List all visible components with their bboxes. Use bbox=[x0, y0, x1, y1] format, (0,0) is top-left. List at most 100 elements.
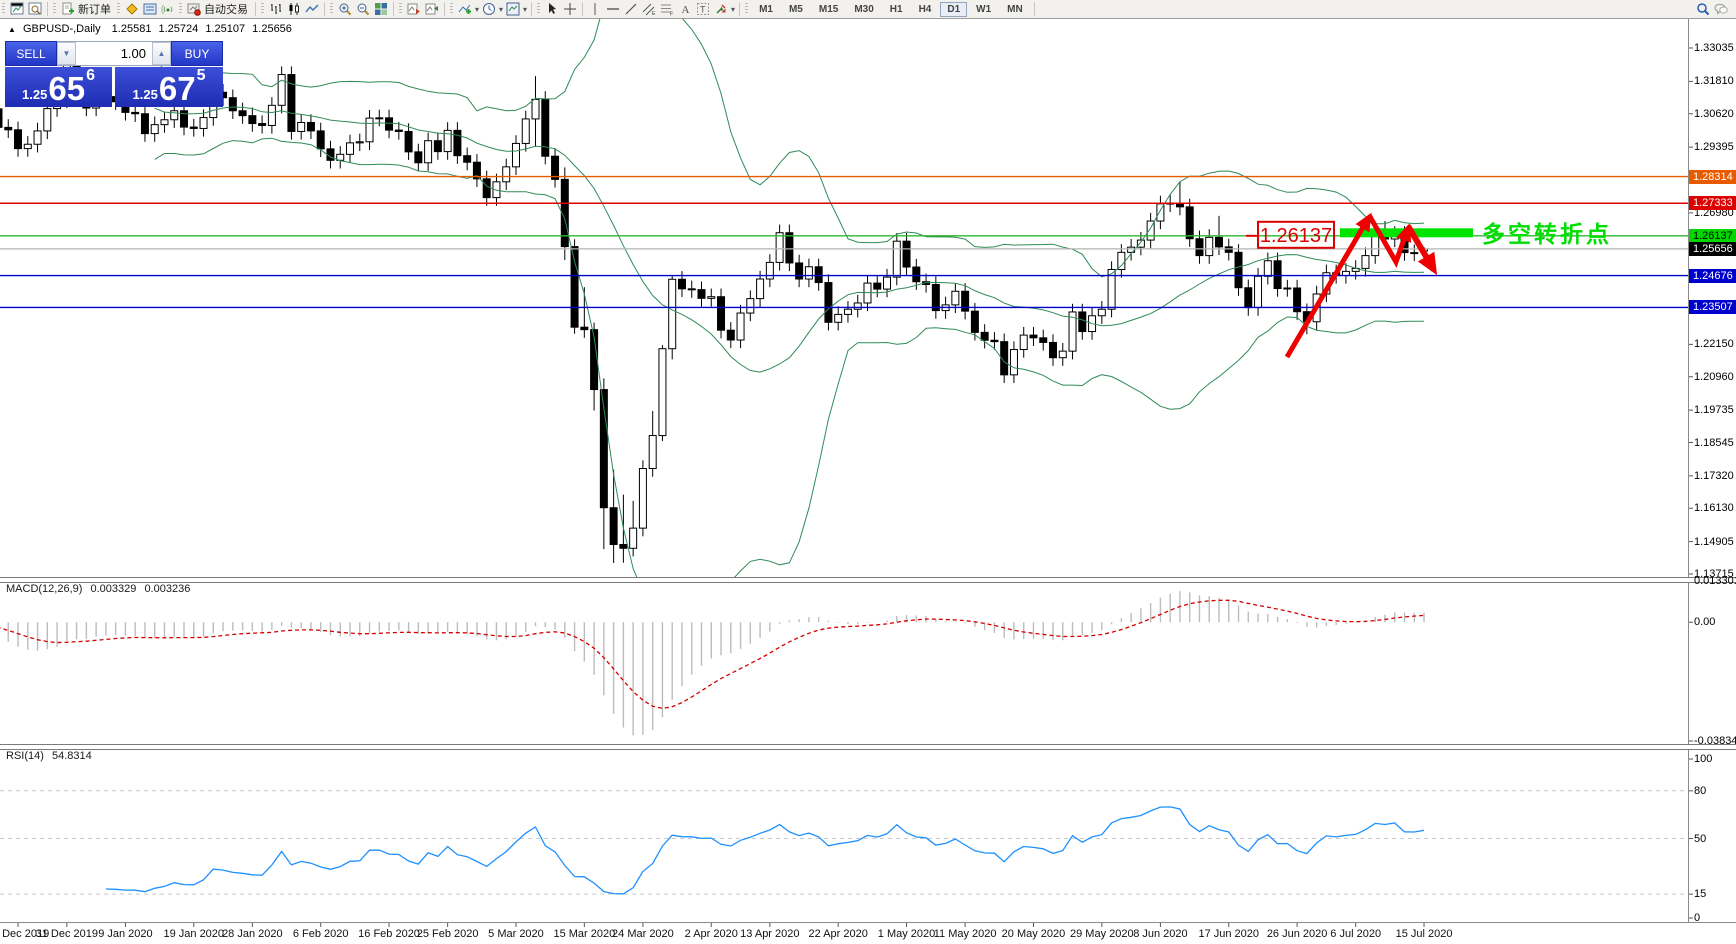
price-axis-tick: 1.14905 bbox=[1694, 535, 1734, 548]
date-axis-label[interactable]: 1 May 2020 bbox=[877, 928, 936, 940]
sell-price-display[interactable]: 1.25 65 6 bbox=[5, 67, 112, 107]
timeframe-m15[interactable]: M15 bbox=[818, 3, 839, 15]
collapse-panel-icon[interactable]: ▲ bbox=[8, 25, 16, 34]
date-axis-label[interactable]: 9 Jan 2020 bbox=[98, 928, 153, 940]
price-annotation-box bbox=[1257, 220, 1335, 249]
horizontal-line-tool-icon[interactable] bbox=[604, 1, 622, 17]
arrows-dropdown-caret[interactable]: ▾ bbox=[731, 4, 736, 14]
rsi-axis-tick: 100 bbox=[1694, 753, 1713, 765]
date-axis-label[interactable]: 31 Dec 2019 bbox=[35, 928, 99, 940]
price-line-label[interactable]: 1.24676 bbox=[1689, 268, 1736, 283]
price-line-label[interactable]: 1.28314 bbox=[1689, 169, 1736, 184]
new-chart-icon[interactable] bbox=[8, 1, 26, 17]
timeframe-d1[interactable]: D1 bbox=[940, 1, 968, 17]
auto-trading-label[interactable]: 自动交易 bbox=[204, 4, 248, 16]
date-axis-label[interactable]: 25 Feb 2020 bbox=[416, 928, 479, 940]
date-axis-label[interactable]: 17 Jun 2020 bbox=[1198, 928, 1260, 940]
templates-dropdown-caret[interactable]: ▾ bbox=[523, 4, 528, 14]
timeframe-m5[interactable]: M5 bbox=[788, 3, 803, 15]
sell-button[interactable]: SELL bbox=[5, 41, 57, 66]
equidistant-channel-tool-icon[interactable]: E bbox=[640, 1, 658, 17]
date-axis-label[interactable]: 20 May 2020 bbox=[1001, 928, 1066, 940]
timeframe-w1[interactable]: W1 bbox=[976, 3, 992, 15]
auto-scroll-icon[interactable] bbox=[405, 1, 423, 17]
date-axis-label[interactable]: 13 Apr 2020 bbox=[740, 928, 800, 940]
timeframe-h4[interactable]: H4 bbox=[918, 3, 932, 15]
date-axis-label[interactable]: 6 Feb 2020 bbox=[292, 928, 349, 940]
text-label-tool-icon[interactable]: T bbox=[694, 1, 712, 17]
price-line-label[interactable]: 1.23507 bbox=[1689, 300, 1736, 315]
auto-trading-icon[interactable] bbox=[185, 1, 203, 17]
rsi-axis-tick: 15 bbox=[1694, 888, 1707, 901]
ohlc-close: 1.25656 bbox=[252, 23, 292, 35]
date-axis-label[interactable]: 19 Jan 2020 bbox=[163, 928, 225, 940]
zoom-out-icon[interactable] bbox=[354, 1, 372, 17]
date-axis-label[interactable]: 6 Jul 2020 bbox=[1330, 928, 1382, 940]
date-axis-label[interactable]: 5 Mar 2020 bbox=[488, 928, 544, 940]
date-axis-label[interactable]: 8 Jun 2020 bbox=[1133, 928, 1188, 940]
fibonacci-tool-icon[interactable]: F bbox=[658, 1, 676, 17]
volume-input[interactable]: 1.00 bbox=[120, 46, 146, 61]
date-axis-label[interactable]: 26 Jun 2020 bbox=[1266, 928, 1328, 940]
date-axis-label[interactable]: 22 Apr 2020 bbox=[808, 928, 868, 940]
new-order-icon[interactable] bbox=[59, 1, 77, 17]
zoom-in-icon[interactable] bbox=[336, 1, 354, 17]
turning-point-text: 多空转折点 bbox=[1482, 221, 1612, 247]
text-tool-icon[interactable]: A bbox=[676, 1, 694, 17]
price-line-label[interactable]: 1.27333 bbox=[1689, 196, 1736, 211]
indicators-dropdown-caret[interactable]: ▾ bbox=[475, 4, 480, 14]
buy-price-display[interactable]: 1.25 67 5 bbox=[115, 67, 223, 107]
date-axis-label[interactable]: 2 Apr 2020 bbox=[684, 928, 738, 940]
date-axis-label[interactable]: 16 Feb 2020 bbox=[358, 928, 420, 940]
line-chart-type-icon[interactable] bbox=[303, 1, 321, 17]
timeframe-h1[interactable]: H1 bbox=[889, 3, 903, 15]
navigator-signal-icon[interactable] bbox=[159, 1, 177, 17]
periods-dropdown-caret[interactable]: ▾ bbox=[499, 4, 504, 14]
chat-icon[interactable] bbox=[1712, 1, 1730, 17]
rsi-panel-separator[interactable] bbox=[0, 744, 1736, 750]
indicators-add-icon[interactable] bbox=[456, 1, 474, 17]
crosshair-icon[interactable] bbox=[561, 1, 579, 17]
macd-axis-tick: 0.013301 bbox=[1694, 575, 1736, 587]
svg-text:T: T bbox=[700, 5, 706, 15]
macd-panel-separator[interactable] bbox=[0, 577, 1736, 583]
vertical-line-tool-icon[interactable] bbox=[586, 1, 604, 17]
new-order-label[interactable]: 新订单 bbox=[78, 4, 111, 16]
data-window-icon[interactable] bbox=[141, 1, 159, 17]
date-axis-label[interactable]: 29 May 2020 bbox=[1070, 928, 1134, 940]
rsi-indicator-label: RSI(14) 54.8314 bbox=[6, 750, 92, 762]
cursor-icon[interactable] bbox=[543, 1, 561, 17]
timeframe-m1[interactable]: M1 bbox=[759, 3, 773, 15]
timeframe-m30[interactable]: M30 bbox=[854, 3, 874, 15]
price-axis-tick: 1.30620 bbox=[1694, 107, 1734, 120]
date-axis-label[interactable]: 15 Mar 2020 bbox=[553, 928, 616, 940]
volume-increase-button[interactable]: ▲ bbox=[152, 42, 171, 65]
price-axis-tick: 1.19735 bbox=[1694, 404, 1734, 417]
symbol-title: GBPUSD-,Daily bbox=[22, 23, 101, 35]
timeframe-mn[interactable]: MN bbox=[1007, 3, 1023, 15]
price-axis-tick: 1.18545 bbox=[1694, 436, 1734, 449]
price-line-label[interactable]: 1.26137 bbox=[1689, 228, 1736, 243]
chart-shift-icon[interactable] bbox=[423, 1, 441, 17]
candlestick-type-icon[interactable] bbox=[285, 1, 303, 17]
chart-profiles-icon[interactable] bbox=[26, 1, 44, 17]
date-axis-label[interactable]: 11 May 2020 bbox=[933, 928, 997, 940]
trendline-tool-icon[interactable] bbox=[622, 1, 640, 17]
date-axis-label[interactable]: 15 Jul 2020 bbox=[1395, 928, 1453, 940]
periods-clock-icon[interactable] bbox=[480, 1, 498, 17]
search-icon[interactable] bbox=[1694, 1, 1712, 17]
templates-icon[interactable] bbox=[504, 1, 522, 17]
date-axis-label[interactable]: 22 Dec 2019 bbox=[0, 928, 50, 940]
market-watch-icon[interactable] bbox=[123, 1, 141, 17]
buy-button[interactable]: BUY bbox=[171, 41, 223, 66]
volume-decrease-button[interactable]: ▼ bbox=[57, 42, 76, 65]
bar-chart-type-icon[interactable] bbox=[267, 1, 285, 17]
date-axis-label[interactable]: 28 Jan 2020 bbox=[222, 928, 283, 940]
arrows-tool-icon[interactable] bbox=[712, 1, 730, 17]
tile-windows-icon[interactable] bbox=[372, 1, 390, 17]
date-axis-label[interactable]: 24 Mar 2020 bbox=[612, 928, 674, 940]
rsi-axis-tick: 80 bbox=[1694, 784, 1707, 797]
sell-price-base: 1.25 bbox=[22, 87, 48, 102]
